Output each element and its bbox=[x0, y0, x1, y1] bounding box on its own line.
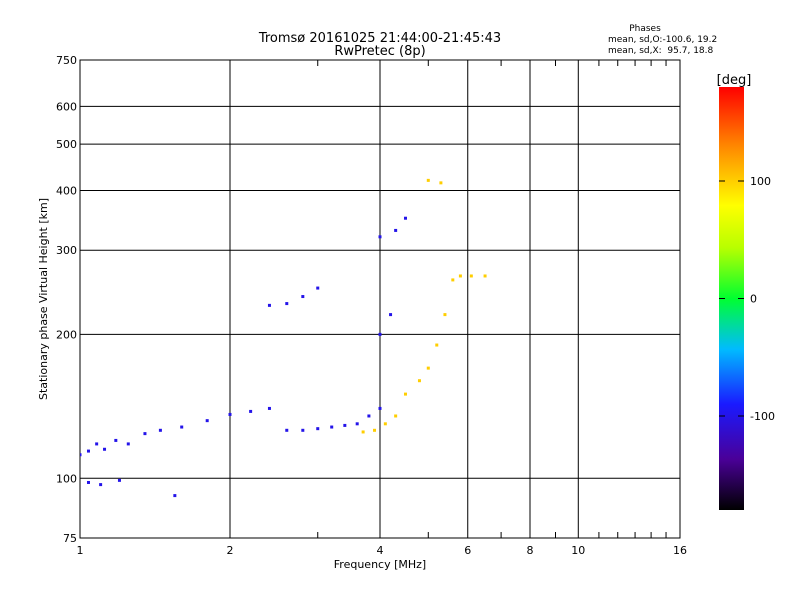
y-tick-label: 600 bbox=[56, 100, 77, 113]
data-point bbox=[301, 295, 305, 299]
data-point bbox=[80, 453, 82, 457]
y-axis-label: Stationary phase Virtual Height [km] bbox=[37, 198, 50, 400]
y-tick-label: 400 bbox=[56, 184, 77, 197]
data-point bbox=[316, 286, 320, 290]
x-tick-label: 8 bbox=[527, 544, 534, 557]
colorbar-tick-label: 100 bbox=[750, 175, 771, 188]
x-tick-label: 16 bbox=[673, 544, 687, 557]
data-point bbox=[483, 274, 487, 278]
data-point bbox=[316, 427, 320, 431]
chart-title: Tromsø 20161025 21:44:00-21:45:43 bbox=[258, 31, 501, 46]
y-axis-ticks: 75 100 200 300 400 500 600 750 bbox=[56, 54, 77, 545]
colorbar-tick-label: 0 bbox=[750, 293, 757, 306]
x-tick-label: 6 bbox=[464, 544, 471, 557]
data-points bbox=[80, 178, 487, 498]
y-tick-label: 200 bbox=[56, 328, 77, 341]
data-point bbox=[426, 366, 430, 370]
y-tick-label: 300 bbox=[56, 244, 77, 257]
data-point bbox=[267, 406, 271, 410]
phases-mean-o: mean, sd,O:-100.6, 19.2 bbox=[608, 35, 717, 45]
x-tick-label: 2 bbox=[227, 544, 234, 557]
colorbar-label: [deg] bbox=[717, 73, 752, 88]
data-point bbox=[439, 181, 443, 185]
data-point bbox=[330, 425, 334, 429]
data-point bbox=[343, 423, 347, 427]
data-point bbox=[394, 228, 398, 232]
data-point bbox=[373, 428, 377, 432]
data-point bbox=[355, 422, 359, 426]
data-point bbox=[103, 447, 107, 451]
x-tick-label: 10 bbox=[571, 544, 585, 557]
data-point bbox=[378, 332, 382, 336]
data-point bbox=[117, 478, 121, 482]
data-point bbox=[285, 302, 289, 306]
data-point bbox=[143, 432, 147, 436]
y-tick-label: 500 bbox=[56, 138, 77, 151]
data-point bbox=[403, 216, 407, 220]
y-tick-label: 75 bbox=[63, 532, 77, 545]
data-point bbox=[267, 303, 271, 307]
x-tick-label: 1 bbox=[77, 544, 84, 557]
data-point bbox=[383, 422, 387, 426]
phases-mean-x: mean, sd,X: 95.7, 18.8 bbox=[608, 46, 714, 56]
data-point bbox=[443, 313, 447, 317]
chart-subtitle: RwPretec (8p) bbox=[334, 44, 425, 59]
data-point bbox=[249, 409, 253, 413]
data-point bbox=[389, 313, 393, 317]
x-axis-ticks: 1 2 4 6 8 10 16 bbox=[77, 60, 687, 557]
data-point bbox=[367, 414, 371, 418]
data-point bbox=[426, 178, 430, 182]
phases-title: Phases bbox=[629, 24, 661, 34]
data-point bbox=[228, 412, 232, 416]
x-axis-label: Frequency [MHz] bbox=[334, 558, 426, 571]
data-point bbox=[469, 274, 473, 278]
data-point bbox=[285, 428, 289, 432]
data-point bbox=[403, 392, 407, 396]
y-tick-label: 750 bbox=[56, 54, 77, 67]
data-point bbox=[158, 428, 162, 432]
data-point bbox=[378, 235, 382, 239]
x-tick-label: 4 bbox=[377, 544, 384, 557]
data-point bbox=[417, 379, 421, 383]
y-tick-label: 100 bbox=[56, 472, 77, 485]
data-point bbox=[114, 438, 118, 442]
data-point bbox=[378, 406, 382, 410]
data-point bbox=[86, 449, 90, 453]
data-point bbox=[301, 428, 305, 432]
data-point bbox=[394, 414, 398, 418]
colorbar: [deg] 100 0 -100 bbox=[717, 73, 775, 510]
grid-lines bbox=[80, 60, 680, 538]
data-point bbox=[126, 442, 130, 446]
colorbar-ticks: 100 0 -100 bbox=[719, 175, 775, 423]
data-point bbox=[86, 480, 90, 484]
data-point bbox=[458, 274, 462, 278]
data-point bbox=[451, 278, 455, 282]
data-point bbox=[95, 442, 99, 446]
data-point bbox=[173, 494, 177, 498]
data-point bbox=[435, 343, 439, 347]
data-point bbox=[180, 425, 184, 429]
colorbar-tick-label: -100 bbox=[750, 410, 775, 423]
phases-info-box: Phases mean, sd,O:-100.6, 19.2 mean, sd,… bbox=[608, 24, 717, 56]
data-point bbox=[99, 483, 103, 487]
data-point bbox=[205, 419, 209, 423]
data-point bbox=[361, 430, 365, 434]
